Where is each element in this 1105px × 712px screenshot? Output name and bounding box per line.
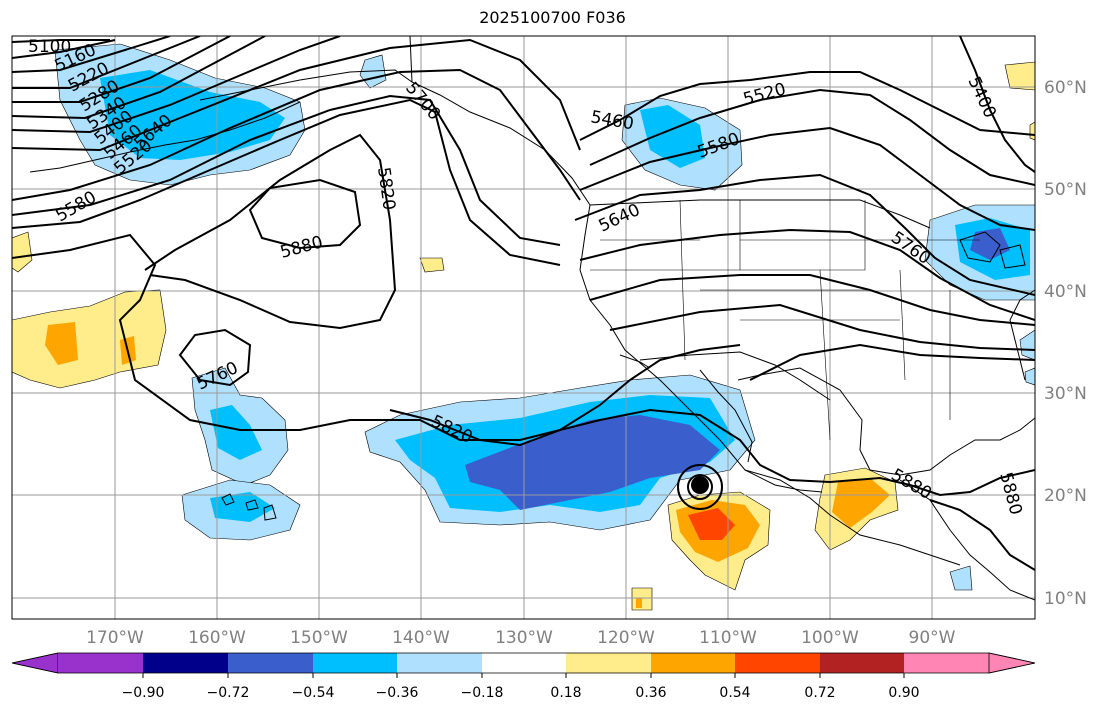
lon-label: 130°W	[495, 628, 553, 648]
contour-5760-low	[178, 328, 252, 387]
contour-5520-west	[12, 38, 581, 152]
colorbar-bin	[143, 653, 228, 673]
colorbar	[11, 652, 1036, 678]
contour-5220	[12, 36, 171, 73]
colorbar-tick-label: −0.72	[207, 685, 250, 701]
colorbar-extend-max	[988, 652, 1036, 674]
colorbar-bin	[735, 653, 820, 673]
contour-east-5460	[579, 71, 1035, 141]
alaska-peninsula	[29, 101, 301, 173]
colorbar-bin	[397, 653, 482, 673]
lon-label: 160°W	[188, 628, 246, 648]
contour-label: 5100	[28, 37, 71, 57]
contour-5100	[12, 39, 110, 43]
lat-label: 40°N	[1044, 282, 1087, 302]
colorbar-bin	[228, 653, 313, 673]
coastlines	[29, 36, 1035, 601]
colorbar-bin	[482, 653, 566, 673]
map-title: 2025100700 F036	[479, 8, 626, 27]
longitude-labels: 170°W 160°W 150°W 140°W 130°W 120°W 110°…	[86, 628, 956, 648]
contour-5400-west	[12, 36, 266, 120]
mexico-coast	[744, 469, 961, 566]
lat-label: 30°N	[1044, 384, 1087, 404]
lon-label: 140°W	[392, 628, 450, 648]
us-mexico-border	[639, 351, 831, 401]
colorbar-outline	[11, 652, 1036, 674]
hurricane-ring-outer	[676, 464, 724, 510]
colorbar-tick-label: −0.90	[122, 685, 165, 701]
colorbar-extend-min	[11, 652, 59, 674]
hurricane-center	[691, 476, 709, 494]
latitude-labels: 60°N 50°N 40°N 30°N 20°N 10°N	[1044, 78, 1087, 609]
colorbar-bin	[566, 653, 651, 673]
lon-label: 170°W	[86, 628, 144, 648]
colorbar-bin	[651, 653, 735, 673]
contour-east-5640	[574, 173, 1035, 296]
lon-label: 120°W	[597, 628, 655, 648]
contour-5280	[12, 36, 201, 89]
graticule	[12, 36, 1035, 619]
contour-5160	[12, 39, 116, 59]
contour-east-5880	[609, 303, 1035, 381]
contour-5760-west	[12, 233, 561, 441]
contour-5700	[12, 98, 561, 266]
lat-label: 60°N	[1044, 78, 1087, 98]
hawaii-islands	[221, 493, 277, 521]
contour-east-5880-b	[929, 499, 1035, 571]
great-lakes	[959, 231, 1026, 269]
lat-label: 20°N	[1044, 486, 1087, 506]
colorbar-tick-label: 0.72	[804, 685, 835, 701]
contour-east-5400	[959, 36, 1035, 173]
canada-us-border	[589, 199, 931, 229]
lon-label: 100°W	[801, 628, 859, 648]
contour-5340	[12, 36, 231, 103]
colorbar-tick-label: −0.36	[376, 685, 419, 701]
map-panel: 5100 5160 5220 5280 5340 5400 5460 5520 …	[12, 36, 1035, 619]
gulf-coast	[737, 367, 1035, 476]
lon-label: 90°W	[909, 628, 956, 648]
contour-east-5760	[579, 228, 1035, 321]
us-east-coast	[1009, 289, 1035, 381]
colorbar-tick-label: −0.54	[292, 685, 335, 701]
colorbar-tick-label: 0.36	[635, 685, 666, 701]
colorbar-tick-label: 0.18	[550, 685, 581, 701]
colorbar-tick-label: 0.54	[719, 685, 750, 701]
state-lines	[590, 199, 980, 441]
colorbar-tick-label: −0.18	[461, 685, 504, 701]
colorbar-bin	[820, 653, 904, 673]
contour-5820-west	[144, 133, 397, 330]
contour-east-5580	[579, 126, 1035, 231]
contour-east-5520	[589, 88, 1035, 186]
positive-area-central-pacific	[12, 289, 167, 389]
lat-label: 50°N	[1044, 180, 1087, 200]
contour-5880-south	[559, 408, 1035, 497]
lat-label: 10°N	[1044, 589, 1087, 609]
map-frame	[11, 35, 1036, 620]
lon-label: 110°W	[699, 628, 757, 648]
north-america-coast	[409, 36, 823, 493]
colorbar-ticks: −0.90 −0.72 −0.54 −0.36 −0.18 0.18 0.36 …	[122, 685, 920, 701]
height-contours	[12, 36, 1035, 571]
colorbar-bin	[313, 653, 397, 673]
contour-5460-west	[12, 36, 341, 134]
contour-5580-west	[12, 68, 581, 201]
shaded-fields	[12, 43, 1035, 611]
hurricane-ring-middle	[686, 474, 714, 500]
lon-label: 150°W	[290, 628, 348, 648]
contour-5640-west	[12, 94, 561, 246]
contour-east-5820	[589, 274, 1035, 326]
colorbar-tick-label: 0.90	[888, 685, 919, 701]
contour-5880-high	[248, 178, 362, 250]
contour-5820-east-pacific	[389, 344, 741, 447]
colorbar-bin	[58, 653, 143, 673]
colorbar-bin	[904, 653, 989, 673]
